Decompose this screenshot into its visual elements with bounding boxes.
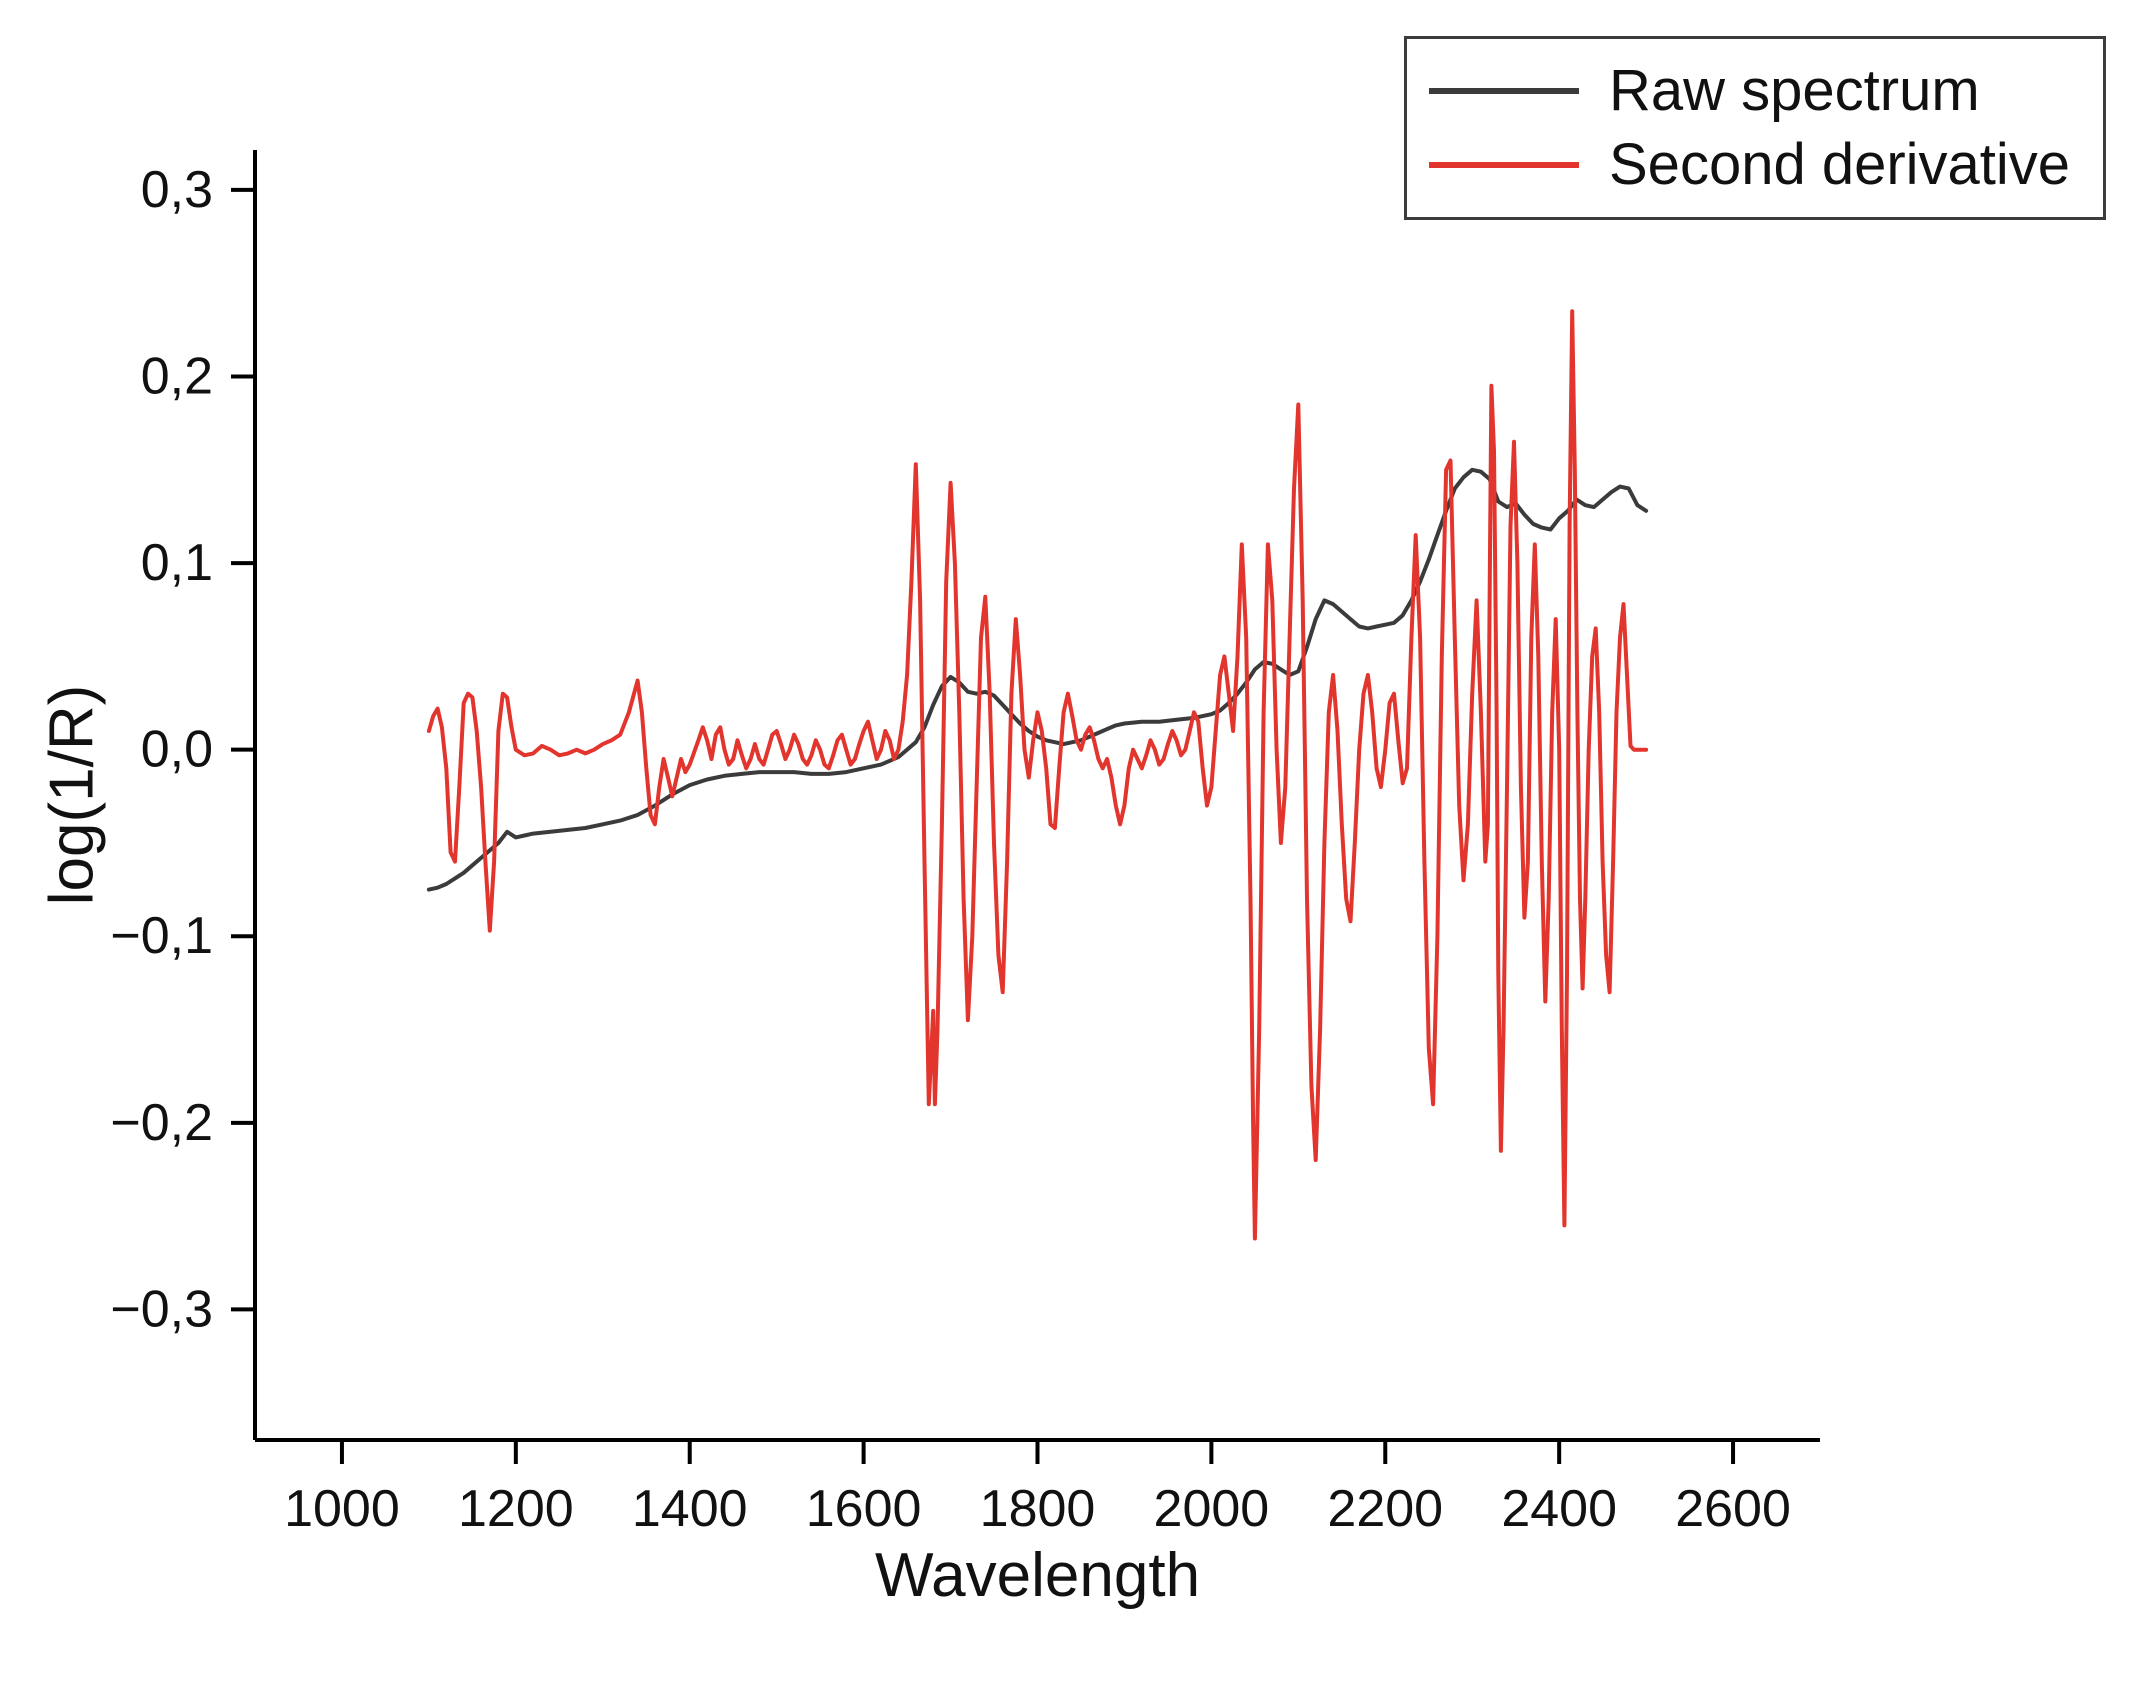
y-tick-label: −0,2 <box>110 1094 213 1152</box>
x-tick-label: 1400 <box>632 1480 748 1538</box>
y-tick-label: 0,1 <box>141 534 213 592</box>
chart-legend: Raw spectrum Second derivative <box>1404 36 2106 220</box>
x-tick-label: 2000 <box>1154 1480 1270 1538</box>
y-tick-label: 0,2 <box>141 348 213 406</box>
y-tick-label: −0,1 <box>110 907 213 965</box>
axes: 0,3 0,2 0,1 0,0 −0,1 −0,2 −0,3 1000 1200 1400 1600… <box>110 150 1820 1538</box>
legend-label-raw-spectrum: Raw spectrum <box>1609 57 1980 123</box>
legend-item-second-derivative: Second derivative <box>1429 136 2081 194</box>
x-tick-label: 1000 <box>284 1480 400 1538</box>
x-tick-label: 2400 <box>1501 1480 1617 1538</box>
legend-item-raw-spectrum: Raw spectrum <box>1429 57 2081 123</box>
y-tick-label: 0,0 <box>141 721 213 779</box>
y-tick-label: −0,3 <box>110 1280 213 1338</box>
legend-label-second-derivative: Second derivative <box>1609 132 2071 198</box>
raw-spectrum-line-swatch <box>1429 87 1579 94</box>
y-axis-title: log(1/R) <box>37 684 107 906</box>
series-line-raw-spectrum <box>426 467 1649 892</box>
y-tick-label: 0,3 <box>141 161 213 219</box>
x-axis-title: Wavelength <box>874 1541 1201 1610</box>
series-line-second-derivative <box>426 309 1649 1241</box>
second-derivative-line-swatch <box>1429 162 1579 169</box>
x-tick-label: 2200 <box>1327 1480 1443 1538</box>
x-tick-label: 1800 <box>980 1480 1096 1538</box>
x-tick-label: 2600 <box>1675 1480 1791 1538</box>
x-tick-label: 1200 <box>458 1480 574 1538</box>
x-tick-label: 1600 <box>806 1480 922 1538</box>
